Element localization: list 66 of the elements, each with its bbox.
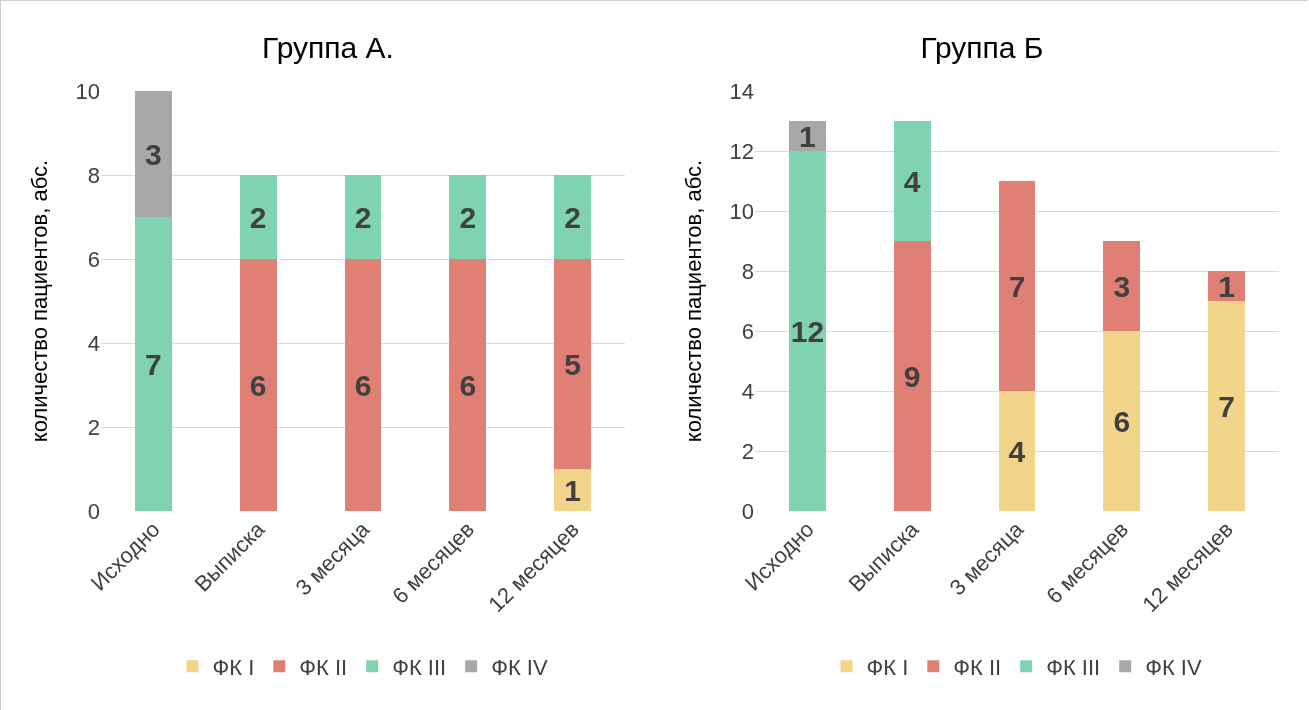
bar (1103, 331, 1141, 511)
legend-label: ФК IV (1145, 654, 1202, 680)
legend-label: ФК I (212, 654, 255, 680)
bar (135, 217, 172, 511)
data-label: 4 (1008, 434, 1026, 468)
bar (893, 121, 931, 241)
legend-label: ФК III (1046, 654, 1101, 680)
data-label: 6 (249, 368, 267, 402)
data-label: 12 (790, 314, 825, 348)
bar (893, 241, 931, 511)
y-axis-title: количество пациентов, абс. (681, 159, 706, 443)
bar (135, 91, 172, 217)
y-tick-label: 10 (75, 78, 100, 104)
legend-label: ФК IV (491, 654, 548, 680)
y-tick-label: 2 (87, 414, 100, 440)
y-tick-label: 0 (87, 498, 100, 524)
data-label: 6 (354, 368, 372, 402)
data-label: 9 (903, 359, 921, 393)
bar (239, 175, 277, 259)
legend-label: ФК III (392, 654, 447, 680)
bar (449, 175, 487, 259)
y-tick-label: 4 (87, 330, 100, 356)
bar (344, 175, 382, 259)
y-axis-title: количество пациентов, абс. (27, 159, 52, 443)
y-tick-label: 10 (729, 198, 754, 224)
legend-label: ФК I (866, 654, 909, 680)
data-label: 2 (354, 200, 372, 234)
bar (344, 259, 382, 511)
bar (998, 181, 1036, 391)
y-tick-label: 8 (741, 258, 754, 284)
chart-title: Группа А. (262, 30, 394, 64)
data-label: 5 (564, 347, 581, 381)
data-label: 7 (1218, 389, 1235, 423)
y-tick-label: 6 (87, 246, 100, 272)
data-label: 1 (564, 473, 581, 507)
bar (449, 259, 487, 511)
legend-label: ФК II (953, 654, 1002, 680)
bar (239, 259, 277, 511)
y-tick-label: 12 (729, 138, 754, 164)
data-label: 3 (145, 137, 162, 171)
data-label: 6 (459, 368, 477, 402)
y-tick-label: 8 (87, 162, 100, 188)
data-label: 2 (249, 200, 267, 234)
data-label: 1 (799, 119, 816, 153)
data-label: 3 (1113, 269, 1131, 303)
legend-label: ФК II (299, 654, 348, 680)
bar (554, 259, 591, 469)
bar (789, 151, 826, 511)
data-label: 2 (459, 200, 477, 234)
data-label: 6 (1113, 404, 1131, 438)
y-tick-label: 2 (741, 438, 754, 464)
data-label: 7 (145, 347, 162, 381)
chart-title: Группа Б (920, 30, 1044, 64)
bar (1208, 301, 1245, 511)
data-label: 4 (903, 164, 921, 198)
bar (1103, 241, 1141, 331)
bar (998, 391, 1036, 511)
data-label: 7 (1008, 269, 1026, 303)
data-label: 1 (1218, 269, 1235, 303)
y-tick-label: 6 (741, 318, 754, 344)
bar (554, 175, 591, 259)
y-tick-label: 14 (729, 78, 754, 104)
y-tick-label: 4 (741, 378, 754, 404)
bar (554, 469, 591, 511)
y-tick-label: 0 (741, 498, 754, 524)
data-label: 2 (564, 200, 581, 234)
